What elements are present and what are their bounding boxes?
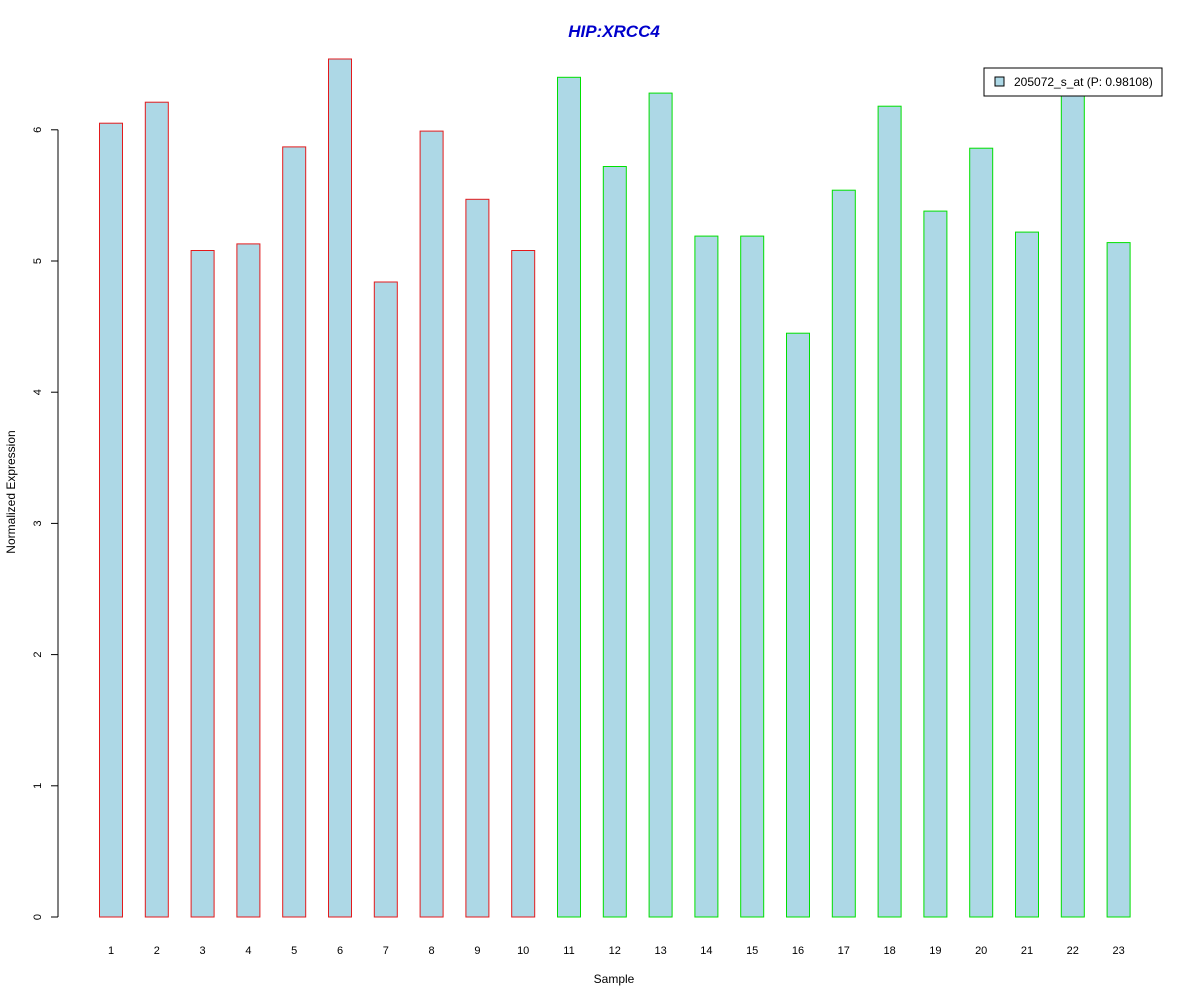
bar [1106, 242, 1131, 918]
bar [99, 122, 123, 918]
bar [831, 189, 856, 918]
x-tick-label: 13 [654, 945, 666, 957]
y-tick-label: 0 [32, 914, 44, 920]
bar [373, 281, 398, 918]
bar [648, 92, 673, 918]
bar [144, 101, 169, 918]
bar [236, 243, 261, 918]
legend-box [983, 67, 1163, 97]
bar [465, 198, 490, 918]
y-tick-label: 1 [32, 783, 44, 789]
bar [923, 210, 948, 918]
bar [328, 58, 352, 918]
x-tick-label: 10 [517, 945, 529, 957]
bar [511, 250, 536, 918]
x-tick-label: 3 [200, 945, 206, 957]
bar [694, 235, 719, 918]
x-tick-label: 20 [975, 945, 987, 957]
y-tick-label: 5 [32, 258, 44, 264]
chart-title: HIP:XRCC4 [568, 22, 660, 41]
bar [1015, 231, 1039, 918]
x-tick-label: 22 [1067, 945, 1079, 957]
y-axis-label: Normalized Expression [4, 430, 18, 553]
bars-group [99, 58, 1131, 918]
bar [419, 130, 444, 918]
x-tick-label: 21 [1021, 945, 1033, 957]
bar [282, 146, 307, 918]
x-tick-label: 5 [291, 945, 297, 957]
y-axis: 0 1 2 3 4 5 6 [32, 127, 59, 920]
bar [877, 105, 902, 918]
x-tick-label: 17 [838, 945, 850, 957]
legend-entry-label: 205072_s_at (P: 0.98108) [1014, 75, 1153, 89]
legend: 205072_s_at (P: 0.98108) [983, 67, 1163, 97]
y-tick-label: 2 [32, 652, 44, 658]
x-tick-label: 4 [245, 945, 251, 957]
x-tick-label: 8 [429, 945, 435, 957]
x-tick-label: 16 [792, 945, 804, 957]
legend-swatch [994, 76, 1005, 87]
bar [1060, 91, 1085, 918]
bar [602, 166, 627, 918]
x-tick-label: 19 [929, 945, 941, 957]
x-tick-label: 18 [883, 945, 895, 957]
y-tick-label: 3 [32, 520, 44, 526]
x-tick-label: 7 [383, 945, 389, 957]
x-tick-label: 14 [700, 945, 712, 957]
x-tick-label: 12 [609, 945, 621, 957]
bar [190, 250, 215, 918]
y-tick-label: 4 [32, 389, 44, 395]
bar [557, 76, 581, 918]
bar [786, 332, 810, 918]
y-tick-label: 6 [32, 127, 44, 133]
x-tick-label: 15 [746, 945, 758, 957]
bar [969, 147, 994, 918]
bar [740, 235, 765, 918]
x-tick-label: 9 [474, 945, 480, 957]
x-tick-label: 23 [1112, 945, 1124, 957]
x-tick-label: 1 [108, 945, 114, 957]
x-axis-label: Sample [594, 972, 635, 986]
x-tick-label: 2 [154, 945, 160, 957]
x-tick-label: 6 [337, 945, 343, 957]
x-tick-label: 11 [563, 945, 574, 957]
x-tick-labels: 1 2 3 4 5 6 7 8 9 10 11 12 13 14 15 16 17 18 19 20 21 22 23 [108, 945, 1125, 957]
